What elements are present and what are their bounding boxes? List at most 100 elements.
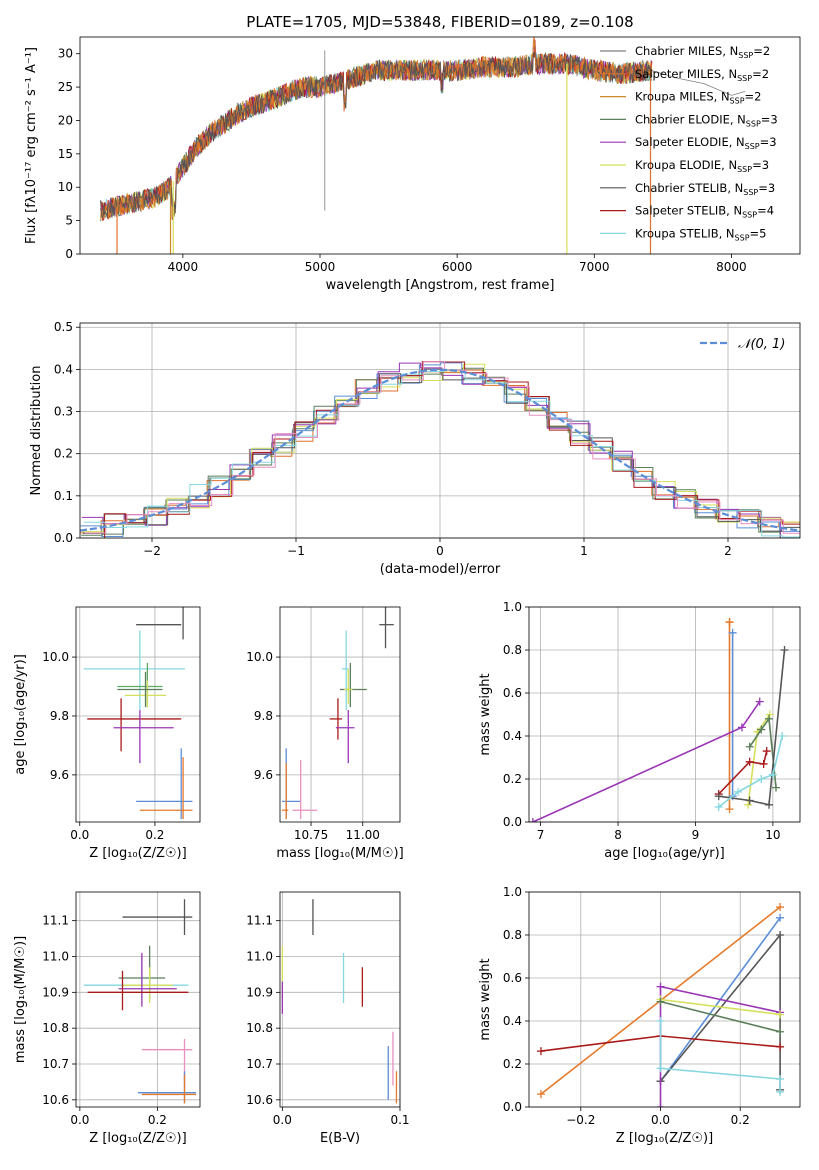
axes-frame bbox=[75, 891, 201, 1108]
plot-area bbox=[83, 899, 197, 1104]
legend-label: Chabrier MILES, NSSP=2 bbox=[635, 44, 770, 60]
x-tick-label: 8 bbox=[614, 828, 622, 842]
y-tick-label: 0.8 bbox=[503, 643, 522, 657]
y-axis-label: age [log₁₀(age/yr)] bbox=[13, 654, 28, 775]
legend-item: Salpeter STELIB, NSSP=4 bbox=[600, 204, 774, 220]
legend-label: 𝒩(0, 1) bbox=[738, 337, 785, 352]
series-marker bbox=[656, 1064, 665, 1073]
x-axis-label: Z [log₁₀(Z/Z☉)] bbox=[89, 1131, 186, 1146]
series-marker bbox=[776, 913, 785, 922]
y-tick-label: 0.0 bbox=[54, 531, 73, 545]
y-tick-label: 11.0 bbox=[246, 950, 273, 964]
y-tick-label: 25 bbox=[58, 80, 73, 94]
y-tick-label: 0.4 bbox=[54, 362, 73, 376]
y-axis-label: mass weight bbox=[478, 673, 493, 755]
histogram-step-line bbox=[80, 362, 800, 537]
x-tick-label: 9 bbox=[692, 828, 700, 842]
x-axis-label: Z [log₁₀(Z/Z☉)] bbox=[616, 1131, 713, 1146]
series-marker bbox=[780, 646, 789, 654]
x-tick-label: 7000 bbox=[579, 260, 610, 274]
plot-area bbox=[80, 361, 800, 538]
y-tick-label: 10.9 bbox=[246, 985, 273, 999]
error-bar-point bbox=[344, 668, 353, 705]
series-marker bbox=[725, 618, 734, 627]
legend-item: Salpeter ELODIE, NSSP=3 bbox=[600, 135, 777, 151]
spectrum-series-line bbox=[100, 51, 653, 220]
series-marker bbox=[776, 903, 785, 912]
error-bar-point bbox=[87, 970, 189, 1011]
series-marker bbox=[656, 1103, 665, 1107]
series-marker bbox=[765, 800, 774, 809]
series-marker bbox=[757, 725, 766, 734]
y-tick-label: 0.0 bbox=[503, 815, 522, 829]
axes-frame bbox=[279, 606, 401, 823]
series-marker bbox=[776, 1027, 785, 1036]
series-line bbox=[659, 1021, 781, 1092]
y-axis-label: mass [log₁₀(M/M☉)] bbox=[13, 936, 28, 1063]
axes-frame bbox=[79, 322, 801, 539]
error-bar-point bbox=[87, 698, 182, 752]
x-tick-label: −1 bbox=[287, 544, 305, 558]
series-marker bbox=[714, 792, 723, 801]
series-marker bbox=[776, 1087, 785, 1096]
axes-frame bbox=[75, 606, 201, 823]
x-axis-label: age [log₁₀(age/yr)] bbox=[604, 846, 725, 861]
chart-age-vs-Z: 0.0 0.2 9.6 9.8 10.0 Z [log₁₀(Z/Z☉)] age [log₁… bbox=[13, 606, 201, 861]
x-tick-label: 0.1 bbox=[390, 1113, 409, 1127]
error-bar-point bbox=[122, 899, 193, 935]
y-tick-label: 10.8 bbox=[42, 1021, 69, 1035]
y-axis-label: mass weight bbox=[478, 958, 493, 1040]
error-bar-point bbox=[113, 710, 174, 764]
y-tick-label: 0.1 bbox=[54, 489, 73, 503]
spectrum-tail-line bbox=[649, 69, 746, 96]
series-marker bbox=[536, 1090, 545, 1099]
series-line bbox=[532, 701, 761, 822]
error-bar-point bbox=[329, 698, 343, 740]
y-tick-label: 30 bbox=[58, 47, 73, 61]
series-marker bbox=[776, 931, 785, 939]
x-tick-label: 0.0 bbox=[70, 828, 89, 842]
series-marker bbox=[745, 742, 754, 751]
series-marker bbox=[529, 818, 537, 822]
y-tick-label: 0.8 bbox=[503, 928, 522, 942]
series-marker bbox=[536, 1047, 545, 1056]
series-marker bbox=[737, 723, 746, 732]
series-marker bbox=[745, 796, 754, 805]
x-tick-label: 10 bbox=[765, 828, 780, 842]
y-tick-label: 11.1 bbox=[42, 914, 69, 928]
series-marker bbox=[771, 783, 780, 792]
x-tick-label: 5000 bbox=[305, 260, 336, 274]
y-tick-label: 0.2 bbox=[503, 1057, 522, 1071]
x-tick-label: 7 bbox=[537, 828, 545, 842]
legend-item: Chabrier STELIB, NSSP=3 bbox=[600, 181, 775, 197]
series-marker bbox=[755, 697, 764, 706]
axes-frame bbox=[79, 36, 801, 255]
y-tick-label: 9.8 bbox=[50, 709, 69, 723]
legend-item: Kroupa MILES, NSSP=2 bbox=[600, 90, 761, 106]
y-tick-label: 10.0 bbox=[42, 650, 69, 664]
axes-frame bbox=[528, 606, 801, 823]
error-bar-point bbox=[342, 630, 349, 711]
chart-weight-vs-Z: −0.2 0.0 0.2 0.0 0.2 0.4 0.6 0.8 1.0 Z [log₁₀(Z/Z… bbox=[478, 885, 801, 1146]
series-marker bbox=[776, 1042, 785, 1051]
x-tick-label: 1 bbox=[580, 544, 588, 558]
series-marker bbox=[768, 770, 777, 779]
y-tick-label: 0 bbox=[65, 247, 73, 261]
x-tick-label: 4000 bbox=[168, 260, 199, 274]
x-tick-label: 8000 bbox=[716, 260, 747, 274]
x-tick-label: 0.0 bbox=[70, 1113, 89, 1127]
plot-area bbox=[281, 899, 398, 1104]
series-marker bbox=[765, 710, 774, 719]
series-marker bbox=[745, 757, 754, 766]
error-bar-point bbox=[282, 763, 289, 820]
legend-label: Kroupa MILES, NSSP=2 bbox=[635, 90, 761, 106]
x-tick-label: −0.2 bbox=[566, 1113, 595, 1127]
series-marker bbox=[728, 628, 737, 637]
legend-item: Kroupa ELODIE, NSSP=3 bbox=[600, 158, 769, 174]
series-marker bbox=[762, 747, 771, 756]
x-axis-label: wavelength [Angstrom, rest frame] bbox=[326, 278, 555, 293]
axes-frame bbox=[279, 891, 401, 1108]
error-bar-point bbox=[83, 630, 185, 711]
y-tick-label: 0.2 bbox=[54, 447, 73, 461]
